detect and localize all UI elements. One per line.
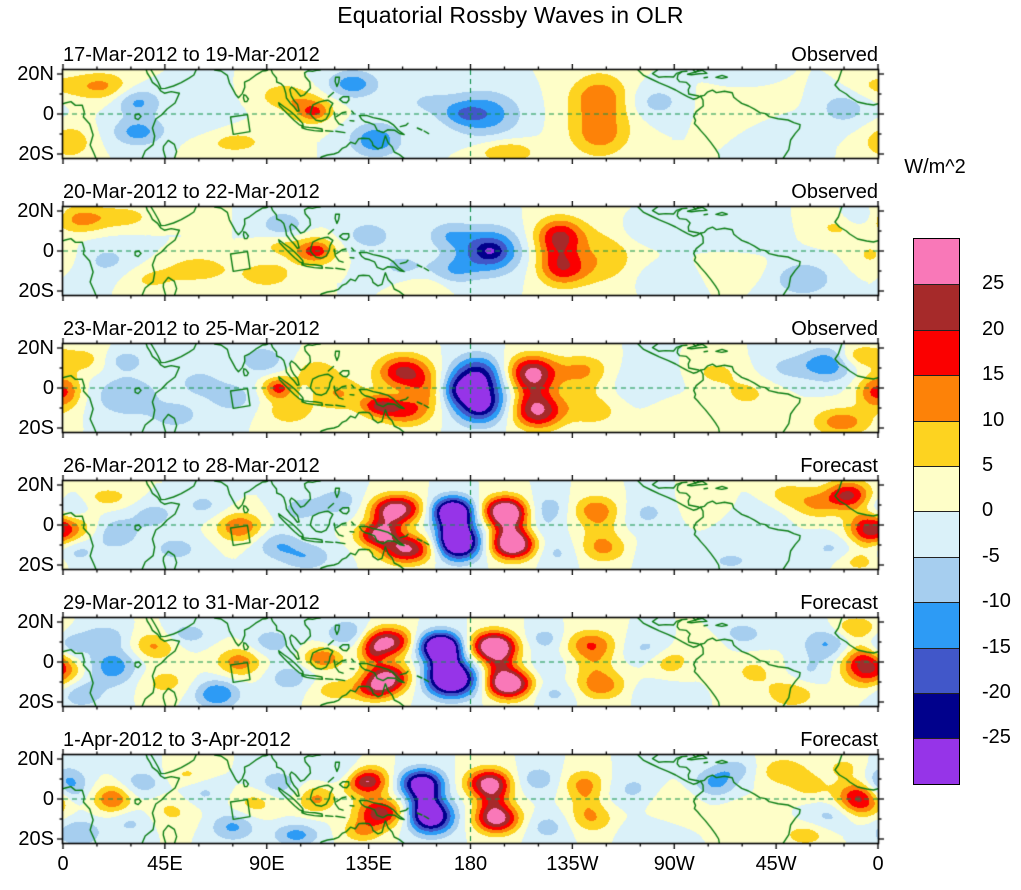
colorbar-segment bbox=[914, 692, 959, 739]
map-panel-4 bbox=[56, 475, 885, 575]
colorbar-segment bbox=[914, 239, 959, 285]
colorbar-tick-label: 15 bbox=[982, 363, 1005, 386]
lon-tick-label: 90W bbox=[653, 853, 695, 875]
lat-tick-label: 20N bbox=[17, 63, 54, 85]
panel-date-label: 20-Mar-2012 to 22-Mar-2012 bbox=[63, 181, 320, 203]
colorbar-tick-label: -10 bbox=[982, 590, 1011, 613]
lon-tick-label: 180 bbox=[453, 853, 488, 875]
colorbar bbox=[913, 238, 960, 785]
panel-type-label: Observed bbox=[791, 318, 878, 340]
lat-tick-label: 20N bbox=[17, 200, 54, 222]
colorbar-tick-label: -25 bbox=[982, 726, 1011, 749]
chart-title: Equatorial Rossby Waves in OLR bbox=[337, 2, 684, 28]
colorbar-segment bbox=[914, 465, 959, 512]
lat-tick-label: 20N bbox=[17, 474, 54, 496]
colorbar-tick-label: -15 bbox=[982, 635, 1011, 658]
colorbar-segment bbox=[914, 602, 959, 648]
colorbar-segment bbox=[914, 375, 959, 421]
lat-tick-label: 0 bbox=[42, 240, 54, 262]
colorbar-tick-label: 20 bbox=[982, 317, 1005, 340]
lat-tick-label: 20S bbox=[18, 417, 54, 439]
lon-tick-label: 45E bbox=[147, 853, 183, 875]
lat-tick-label: 0 bbox=[42, 103, 54, 125]
lat-tick-label: 20S bbox=[18, 554, 54, 576]
colorbar-segment bbox=[914, 420, 959, 466]
lon-tick-label: 0 bbox=[57, 853, 69, 875]
colorbar-segment bbox=[914, 738, 959, 784]
panel-type-label: Forecast bbox=[800, 455, 878, 477]
lon-tick-label: 90E bbox=[248, 853, 285, 875]
colorbar-unit-label: W/m^2 bbox=[904, 156, 966, 178]
panel-type-label: Forecast bbox=[800, 729, 878, 751]
panel-type-label: Forecast bbox=[800, 592, 878, 614]
colorbar-tick-label: 5 bbox=[982, 454, 994, 476]
lat-tick-label: 20N bbox=[17, 748, 54, 770]
colorbar-segment bbox=[914, 647, 959, 693]
lat-tick-label: 0 bbox=[42, 514, 54, 536]
panel-type-label: Observed bbox=[791, 44, 878, 66]
panel-date-label: 17-Mar-2012 to 19-Mar-2012 bbox=[63, 44, 320, 66]
colorbar-tick-label: 25 bbox=[982, 272, 1005, 295]
lat-tick-label: 20S bbox=[18, 280, 54, 302]
lat-tick-label: 20N bbox=[17, 337, 54, 359]
lat-tick-label: 0 bbox=[42, 651, 54, 673]
colorbar-segment bbox=[914, 556, 959, 603]
colorbar-segment bbox=[914, 329, 959, 376]
lat-tick-label: 0 bbox=[42, 377, 54, 399]
lat-tick-label: 20N bbox=[17, 611, 54, 633]
lat-tick-label: 20S bbox=[18, 143, 54, 165]
colorbar-tick-label: 10 bbox=[982, 408, 1005, 431]
map-panel-5 bbox=[56, 612, 885, 712]
map-panel-3 bbox=[56, 338, 885, 438]
colorbar-tick-label: 0 bbox=[982, 499, 994, 522]
colorbar-tick-label: -5 bbox=[982, 544, 1000, 567]
lon-tick-label: 135W bbox=[546, 853, 599, 875]
panel-date-label: 26-Mar-2012 to 28-Mar-2012 bbox=[63, 455, 320, 477]
map-panel-2 bbox=[56, 201, 885, 301]
map-panel-6 bbox=[56, 749, 885, 849]
lat-tick-label: 20S bbox=[18, 828, 54, 850]
lat-tick-label: 20S bbox=[18, 691, 54, 713]
map-panel-1 bbox=[56, 64, 885, 164]
panel-type-label: Observed bbox=[791, 181, 878, 203]
lat-tick-label: 0 bbox=[42, 788, 54, 810]
lon-tick-label: 0 bbox=[872, 853, 884, 875]
colorbar-tick-label: -20 bbox=[982, 681, 1011, 703]
lon-tick-label: 45W bbox=[755, 853, 797, 875]
colorbar-segment bbox=[914, 284, 959, 330]
colorbar-segment bbox=[914, 511, 959, 557]
panel-date-label: 29-Mar-2012 to 31-Mar-2012 bbox=[63, 592, 320, 614]
lon-tick-label: 135E bbox=[345, 853, 392, 875]
panel-date-label: 1-Apr-2012 to 3-Apr-2012 bbox=[63, 729, 291, 751]
panel-date-label: 23-Mar-2012 to 25-Mar-2012 bbox=[63, 318, 320, 340]
